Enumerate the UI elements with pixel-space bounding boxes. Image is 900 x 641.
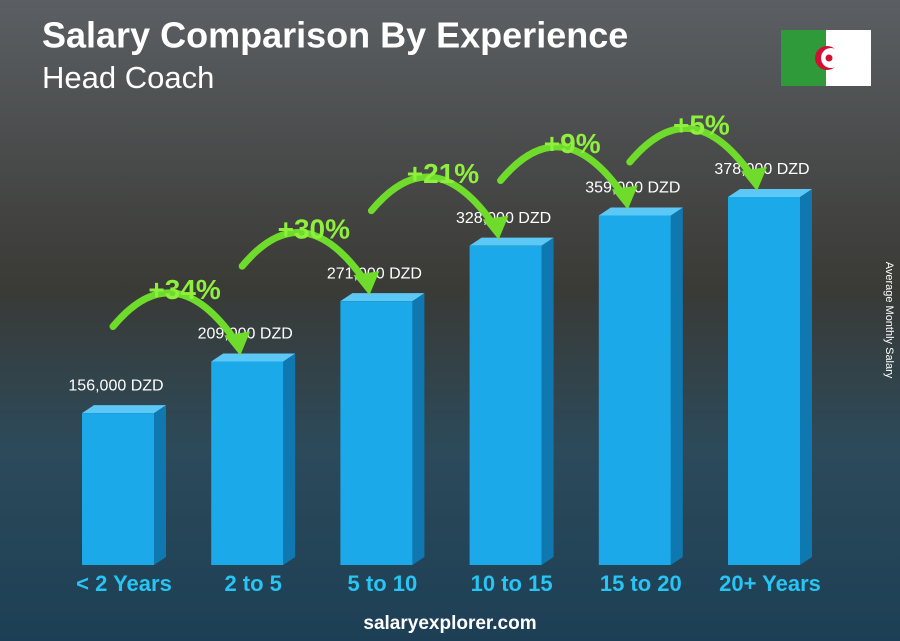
bar-side [412,293,425,565]
bar-top [728,189,812,197]
bar [82,413,154,565]
bar-top [598,207,683,216]
change-arrowhead [353,271,380,296]
bar-top [211,353,296,362]
chart-subtitle: Head Coach [42,60,214,95]
value-label: 156,000 DZD [68,377,163,394]
bar [340,301,413,565]
bar-side [670,207,683,565]
bar-top [82,405,166,414]
x-tick-label: < 2 Years [76,571,172,596]
bar-side [800,189,812,565]
x-tick-label: 2 to 5 [224,571,281,596]
change-label: +34% [148,274,220,305]
bar [598,215,671,565]
bar [728,197,800,565]
change-arrowhead [482,215,509,240]
flag [781,30,871,86]
change-arrowhead [611,185,638,210]
bar [211,361,284,565]
chart-title: Salary Comparison By Experience [42,15,628,56]
change-arrow [238,229,370,287]
change-arrow [367,173,500,232]
bar-side [154,405,166,565]
x-tick-label: 5 to 10 [348,571,418,596]
bar-side [283,353,296,565]
change-label: +30% [278,214,350,245]
bar [469,245,542,565]
y-axis-label: Average Monthly Salary [883,262,895,379]
change-label: +9% [544,128,601,159]
change-arrow [109,289,241,348]
x-tick-label: 15 to 20 [600,571,682,596]
bar-side [541,237,554,565]
bar-top [469,237,554,246]
change-arrow [497,143,629,201]
x-tick-label: 10 to 15 [471,571,553,596]
change-arrowhead [224,331,251,356]
footer: salaryexplorer.com [363,613,536,634]
x-tick-label: 20+ Years [719,571,821,596]
change-arrow [626,124,758,183]
bar-top [340,293,425,302]
change-arrowhead [741,167,767,191]
change-label: +5% [673,109,730,140]
change-label: +21% [407,158,479,189]
